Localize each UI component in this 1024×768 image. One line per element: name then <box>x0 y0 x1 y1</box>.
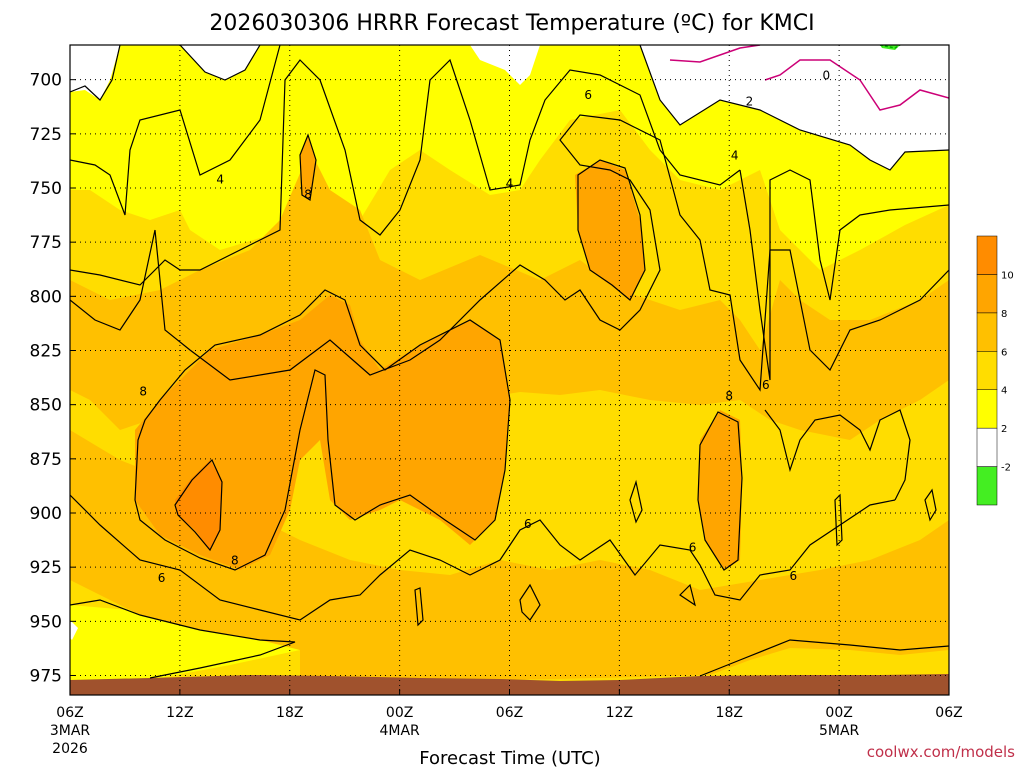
colorbar-bin <box>976 274 998 314</box>
band-2-m2-topright <box>640 45 949 170</box>
contour-line-6-upper <box>70 114 949 392</box>
x-tick-label: 12Z <box>166 705 193 721</box>
contour-label: 8 <box>304 188 312 202</box>
colorbar: -2 2 4 6 8 10 <box>976 235 1014 506</box>
contour-label: 8 <box>139 385 147 399</box>
y-tick-label: 725 <box>30 125 62 145</box>
contour-label: 6 <box>790 569 798 583</box>
contour-line-6-small-b <box>519 583 541 621</box>
contour-label: 4 <box>216 172 224 186</box>
contour-label: 6 <box>158 571 166 585</box>
x-tick-label: 18Z <box>716 705 743 721</box>
y-tick-label: 925 <box>30 558 62 578</box>
x-axis-label: Forecast Time (UTC) <box>419 748 600 768</box>
contour-label: 8 <box>231 554 239 568</box>
contour-line-6-small-f <box>924 488 937 522</box>
contour-label: 8 <box>725 389 733 403</box>
x-tick-date: 5MAR <box>819 723 860 739</box>
y-tick-label: 875 <box>30 450 62 470</box>
band-2-m2-top-mid2 <box>470 45 540 85</box>
contour-line-6-small-d <box>629 479 643 524</box>
y-tick-label: 825 <box>30 342 62 362</box>
x-tick-label: 06Z <box>56 705 83 721</box>
x-tick-label: 06Z <box>935 705 962 721</box>
y-tick-label: 950 <box>30 612 62 632</box>
colorbar-bin <box>976 427 998 467</box>
x-tick-label: 00Z <box>825 705 852 721</box>
contour-line-6-small-a <box>414 587 424 627</box>
band-2-4-bottom <box>70 605 300 682</box>
band-10-12 <box>175 460 222 550</box>
y-tick-label: 850 <box>30 396 62 416</box>
band-8-10-a <box>135 295 510 570</box>
colorbar-bin <box>976 466 998 506</box>
colorbar-label: 2 <box>1001 424 1007 435</box>
contour-line-10 <box>174 458 223 552</box>
band-2-m2-left <box>70 620 78 640</box>
x-tick-label: 12Z <box>606 705 633 721</box>
contour-line-m2 <box>879 45 901 49</box>
contour-line-2-bottom-right <box>699 639 949 677</box>
colorbar-bin <box>976 312 998 352</box>
colorbar-label: 6 <box>1001 347 1007 358</box>
x-tick-date: 3MAR <box>50 723 91 739</box>
contour-label: 6 <box>584 88 592 102</box>
y-tick-label: 700 <box>30 71 62 91</box>
colorbar-label: -2 <box>1001 463 1011 474</box>
contour-line-8-mid <box>577 159 646 301</box>
band-8-10-b <box>575 160 645 300</box>
contour-label: 6 <box>689 541 697 555</box>
contour-line-0-a <box>669 45 761 63</box>
band-2-m2-topleft <box>70 45 120 100</box>
y-tick-label: 750 <box>30 179 62 199</box>
contour-line-4-upper <box>70 45 281 216</box>
y-tick-label: 900 <box>30 504 62 524</box>
contour-label: 0 <box>822 68 830 82</box>
contour-line-8-small-e <box>834 493 843 547</box>
contour-line-6-small-c <box>679 583 696 607</box>
y-tick-label: 775 <box>30 233 62 253</box>
band-2-m2-top-mid <box>180 45 260 80</box>
contour-line-6-lower <box>70 494 896 621</box>
contour-line-6-right <box>764 409 911 501</box>
y-tick-label: 975 <box>30 667 62 687</box>
y-axis: 700 725 750 775 800 825 850 875 900 925 950 975 <box>30 71 76 687</box>
x-tick-label: 00Z <box>386 705 413 721</box>
colorbar-bin <box>976 389 998 429</box>
colorbar-label: 10 <box>1001 270 1014 281</box>
x-axis: 06Z 3MAR 2026 12Z 18Z 00Z 4MAR 06Z 12Z 18Z 00Z 5MAR… <box>50 689 963 757</box>
credit-link[interactable]: coolwx.com/models <box>867 743 1015 761</box>
contour-line-2-top <box>70 45 121 101</box>
contour-line-8-left <box>134 289 511 571</box>
colorbar-label: 4 <box>1001 386 1007 397</box>
band-8-10-c <box>698 410 742 570</box>
contour-label: 2 <box>746 94 754 108</box>
contour-line-2-bottom <box>70 599 296 679</box>
grid <box>70 45 949 695</box>
contour-lines <box>70 45 949 679</box>
contour-label: 4 <box>731 149 739 163</box>
contour-line-8-small <box>299 133 317 201</box>
x-tick-label: 18Z <box>276 705 303 721</box>
colorbar-bin <box>976 235 998 275</box>
y-tick-label: 800 <box>30 287 62 307</box>
contour-line-4-lower <box>739 169 949 381</box>
colorbar-label: 8 <box>1001 309 1007 320</box>
contour-line-2-right <box>639 45 949 171</box>
contour-labels: 0 2 4 4 4 6 8 8 8 8 6 6 6 6 6 <box>139 68 830 585</box>
contour-label: 6 <box>524 517 532 531</box>
x-tick-date: 4MAR <box>379 723 420 739</box>
chart-title: 2026030306 HRRR Forecast Temperature (ºC… <box>209 11 814 36</box>
contour-label: 4 <box>506 177 514 191</box>
x-tick-year: 2026 <box>52 741 88 757</box>
x-tick-label: 06Z <box>496 705 523 721</box>
contour-label: 6 <box>762 378 770 392</box>
colorbar-bin <box>976 351 998 390</box>
